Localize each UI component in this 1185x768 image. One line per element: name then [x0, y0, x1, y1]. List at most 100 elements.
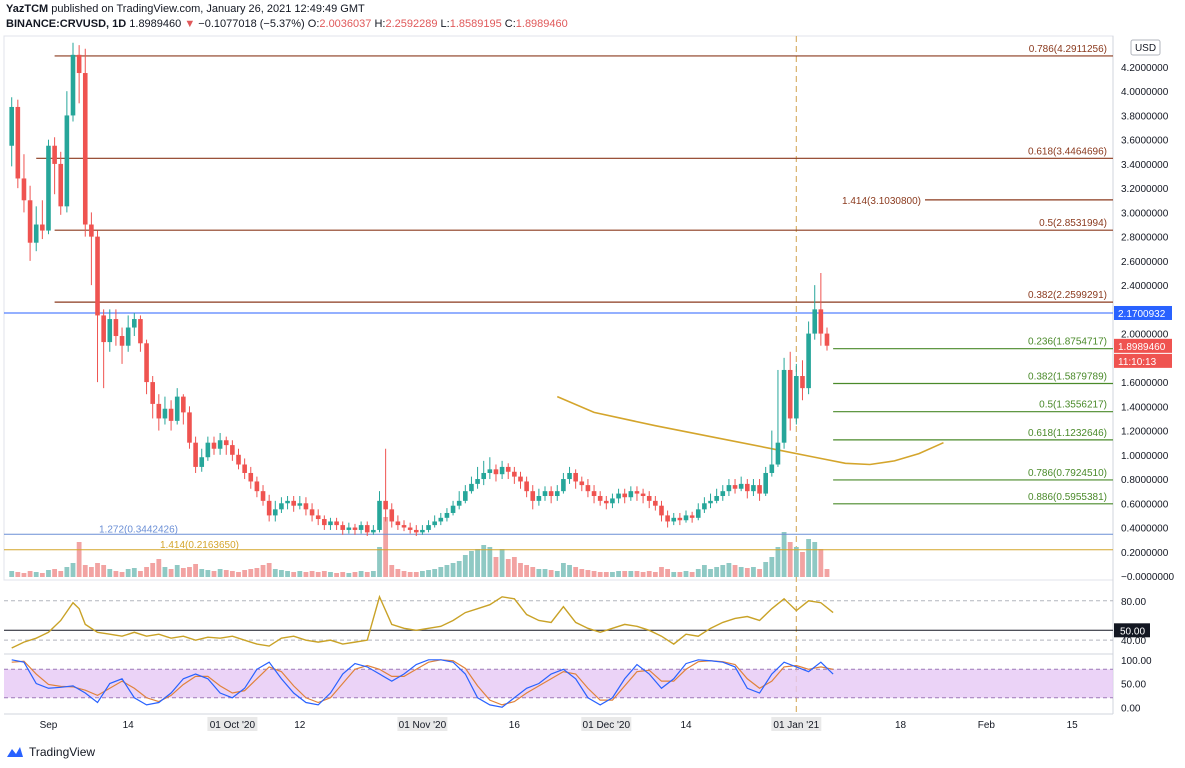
volume-bar — [82, 565, 88, 577]
candle-body — [524, 481, 529, 492]
author-name[interactable]: YazTCM — [6, 3, 49, 15]
price-axis-tick: 2.0000000 — [1121, 330, 1169, 341]
price-axis-tick: 3.2000000 — [1121, 184, 1169, 195]
candle-body — [82, 73, 88, 225]
candle-body — [27, 200, 33, 243]
rsi-axis-tick: 80.00 — [1121, 597, 1146, 608]
volume-bar — [279, 570, 284, 577]
time-axis-tick: 15 — [1067, 720, 1079, 731]
candle-body — [702, 503, 707, 510]
time-axis-date-box — [397, 717, 448, 731]
volume-bar — [493, 557, 499, 577]
volume-bar — [775, 547, 781, 577]
extension-level-label: 1.414(0.2163650) — [160, 540, 239, 551]
time-axis-tick: 14 — [680, 720, 692, 731]
fib-level-label: 0.382(1.5879789) — [1028, 372, 1107, 383]
price-tag-label: 2.1700932 — [1118, 309, 1166, 320]
price-tag-label: 1.8989460 — [1118, 342, 1166, 353]
candle-body — [279, 503, 284, 510]
price-axis-tick: 3.4000000 — [1121, 160, 1169, 171]
fib-level-label: 1.414(3.1030800) — [842, 196, 921, 207]
candle-body — [634, 491, 640, 494]
volume-bar — [377, 547, 382, 577]
volume-bar — [389, 565, 395, 577]
volume-bar — [818, 549, 824, 577]
candle-body — [579, 481, 585, 486]
volume-bar — [64, 567, 70, 577]
price-axis-tick: 2.4000000 — [1121, 281, 1169, 292]
volume-bar — [665, 569, 671, 577]
volume-bar — [303, 572, 309, 577]
rsi-value-tag — [1114, 623, 1150, 638]
volume-bar — [579, 569, 585, 577]
candle-body — [223, 440, 229, 446]
candle-body — [444, 512, 450, 518]
volume-bar — [438, 567, 444, 577]
price-axis-tick: 1.0000000 — [1121, 451, 1169, 462]
fib-level-label: 0.382(2.2599291) — [1028, 290, 1107, 301]
candle-body — [291, 500, 296, 506]
volume-bar — [52, 569, 58, 577]
candle-body — [9, 106, 14, 146]
candle-body — [420, 529, 425, 533]
volume-bar — [401, 571, 407, 577]
candle-body — [438, 517, 444, 522]
volume-bar — [46, 570, 51, 577]
candle-body — [285, 500, 290, 504]
fib-level-label: 0.618(3.4464696) — [1028, 146, 1107, 157]
candle-body — [463, 491, 468, 501]
candle-body — [101, 315, 106, 343]
volume-bar — [236, 572, 241, 577]
symbol-name[interactable]: BINANCE:CRVUSD, 1D — [6, 18, 127, 30]
volume-bar — [548, 570, 554, 577]
rsi-line — [11, 594, 834, 649]
price-tag-label: 11:10:13 — [1118, 357, 1157, 368]
volume-bar — [88, 567, 94, 577]
candle-body — [217, 440, 223, 449]
volume-bar — [162, 567, 168, 577]
volume-bar — [726, 563, 732, 577]
fib-level-label: 0.236(1.8754717) — [1028, 337, 1107, 348]
candle-body — [646, 496, 652, 501]
volume-bar — [708, 569, 713, 577]
candle-body — [475, 479, 480, 484]
price-axis-tick: 0.8000000 — [1121, 475, 1169, 486]
volume-bar — [340, 572, 346, 577]
time-axis-date-box — [581, 717, 632, 731]
volume-bar — [407, 572, 413, 577]
volume-bar — [824, 569, 830, 577]
candle-body — [168, 408, 174, 421]
candle-body — [181, 396, 186, 413]
price-axis-tick: 0.2000000 — [1121, 548, 1169, 559]
candle-body — [628, 491, 634, 498]
candle-body — [787, 369, 793, 419]
low-value: 1.8589195 — [449, 18, 502, 30]
volume-bar — [567, 565, 572, 577]
candle-body — [794, 376, 799, 419]
candle-body — [162, 408, 168, 419]
time-axis-tick: 01 Dec '20 — [583, 720, 631, 731]
candle-body — [334, 521, 339, 526]
candle-body — [726, 485, 732, 492]
footer-brand[interactable]: TradingView — [29, 745, 96, 759]
close-label: C: — [504, 18, 516, 30]
candle-body — [781, 369, 787, 443]
volume-bar — [168, 569, 174, 577]
volume-bar — [395, 569, 401, 577]
candle-body — [187, 412, 192, 443]
candle-body — [622, 493, 627, 498]
volume-bar — [370, 571, 376, 577]
candle-body — [536, 496, 542, 501]
stoch-axis-tick: 50.00 — [1121, 680, 1146, 691]
candle-body — [499, 466, 505, 475]
candle-body — [303, 503, 309, 510]
price-tag — [1114, 353, 1172, 368]
candle-body — [52, 145, 57, 164]
volume-bar — [671, 572, 677, 577]
candle-body — [714, 496, 719, 501]
volume-bar — [223, 570, 229, 577]
candle-body — [322, 519, 327, 526]
volume-bar — [248, 569, 254, 577]
volume-bar — [413, 572, 419, 577]
